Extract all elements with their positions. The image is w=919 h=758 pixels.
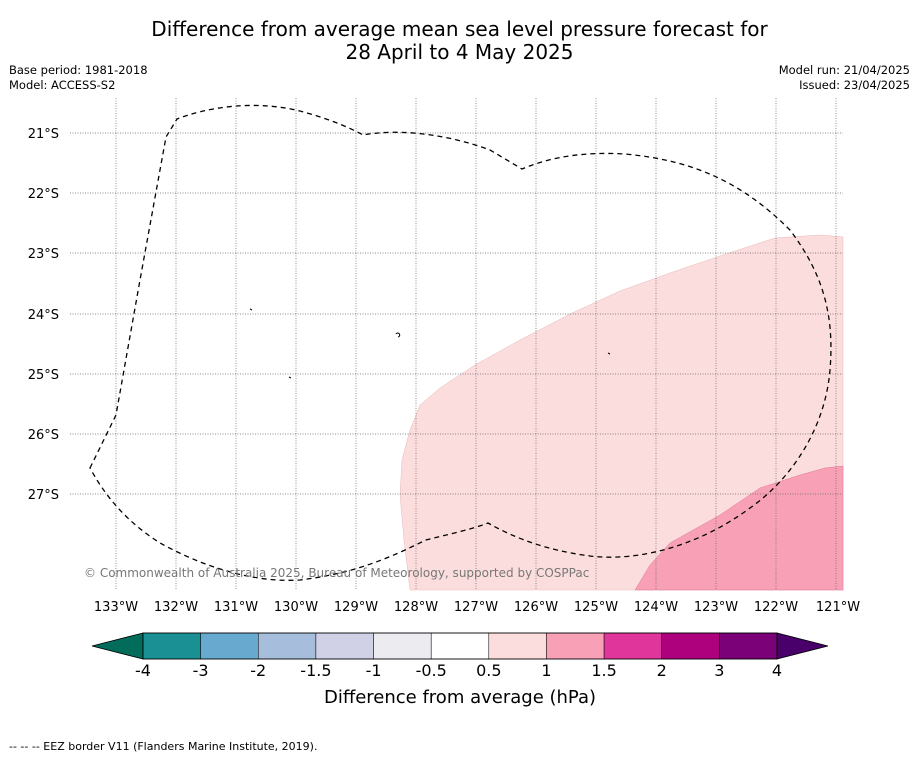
- colorbar-extend-low: [91, 632, 144, 660]
- lon-label: 130°W: [274, 600, 318, 615]
- lat-label: 22°S: [28, 187, 59, 202]
- lat-label: 21°S: [28, 127, 59, 142]
- lon-labels: 133°W 132°W 131°W 130°W 129°W 128°W 127°…: [94, 600, 860, 615]
- colorbar-tick-label: 3: [714, 661, 724, 680]
- lon-label: 123°W: [694, 600, 738, 615]
- lat-label: 25°S: [28, 368, 59, 383]
- colorbar-tick-label: -0.5: [416, 661, 447, 680]
- colorbar-tick-label: -3: [193, 661, 209, 680]
- colorbar-title: Difference from average (hPa): [324, 687, 596, 708]
- lat-label: 26°S: [28, 428, 59, 443]
- lon-label: 133°W: [94, 600, 138, 615]
- colorbar-segment: [488, 632, 547, 660]
- colorbar-segment: [258, 632, 317, 660]
- lon-label: 126°W: [514, 600, 558, 615]
- lon-label: 132°W: [154, 600, 198, 615]
- lat-label: 24°S: [28, 308, 59, 323]
- colorbar-segment: [373, 632, 432, 660]
- lon-label: 125°W: [574, 600, 618, 615]
- base-period-text: Base period: 1981-2018: [9, 63, 148, 77]
- lon-label: 124°W: [634, 600, 678, 615]
- anomaly-area-0.5-to-1: [399, 234, 844, 591]
- lon-label: 122°W: [754, 600, 798, 615]
- colorbar-segment: [546, 632, 605, 660]
- lon-label: 131°W: [214, 600, 258, 615]
- colorbar-tick-label: 1: [541, 661, 551, 680]
- colorbar-tick-label: -4: [135, 661, 151, 680]
- colorbar-segment: [603, 632, 662, 660]
- islands: [249, 308, 611, 379]
- colorbar-frame: [142, 632, 778, 660]
- footnote: -- -- -- EEZ border V11 (Flanders Marine…: [9, 740, 318, 753]
- colorbar-segment: [661, 632, 720, 660]
- lat-label: 23°S: [28, 247, 59, 262]
- colorbar-extend-high: [776, 632, 829, 660]
- model-text: Model: ACCESS-S2: [9, 78, 116, 92]
- lon-label: 121°W: [816, 600, 860, 615]
- title-line-2: 28 April to 4 May 2025: [345, 40, 574, 64]
- colorbar: -4 -3 -2 -1.5 -1 -0.5 0.5 1 1.5 2 3 4 Difference fr…: [91, 632, 829, 708]
- anomaly-area-1-to-1.5: [634, 465, 844, 591]
- meta-left: Base period: 1981-2018 Model: ACCESS-S2: [9, 63, 148, 93]
- colorbar-segment: [315, 632, 374, 660]
- colorbar-tick-label: -2: [250, 661, 266, 680]
- meta-right: Model run: 21/04/2025 Issued: 23/04/2025: [779, 63, 910, 93]
- map-title: Difference from average mean sea level p…: [0, 18, 919, 64]
- colorbar-segment: [142, 632, 201, 660]
- lat-labels: 21°S 22°S 23°S 24°S 25°S 26°S 27°S: [28, 127, 59, 503]
- colorbar-tick-label: 1.5: [591, 661, 616, 680]
- title-line-1: Difference from average mean sea level p…: [151, 17, 768, 41]
- lat-label: 27°S: [28, 488, 59, 503]
- gridlines: [70, 98, 843, 590]
- copyright-text: © Commonwealth of Australia 2025, Bureau…: [84, 566, 589, 580]
- colorbar-tick-label: -1.5: [300, 661, 331, 680]
- colorbar-tick-label: 4: [772, 661, 782, 680]
- colorbar-tick-labels: -4 -3 -2 -1.5 -1 -0.5 0.5 1 1.5 2 3 4: [135, 661, 782, 680]
- model-run-text: Model run: 21/04/2025: [778, 63, 910, 77]
- colorbar-segments: [142, 632, 778, 660]
- colorbar-segment: [200, 632, 259, 660]
- lon-label: 129°W: [334, 600, 378, 615]
- colorbar-tick-label: 2: [657, 661, 667, 680]
- colorbar-tick-label: -1: [366, 661, 382, 680]
- lon-label: 127°W: [454, 600, 498, 615]
- issued-text: Issued: 23/04/2025: [799, 78, 910, 92]
- colorbar-segment: [719, 632, 778, 660]
- lon-label: 128°W: [394, 600, 438, 615]
- colorbar-tick-label: 0.5: [476, 661, 501, 680]
- colorbar-segment: [430, 632, 490, 660]
